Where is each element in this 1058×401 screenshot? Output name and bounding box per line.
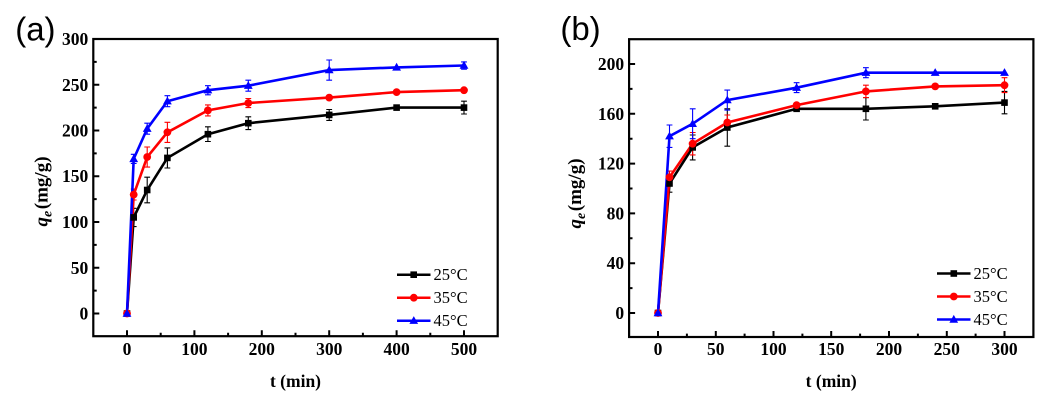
svg-text:250: 250 (62, 75, 89, 95)
svg-text:25°C: 25°C (434, 265, 468, 284)
svg-text:45°C: 45°C (974, 310, 1008, 329)
svg-text:0: 0 (615, 303, 624, 323)
svg-text:qe (mg/g): qe (mg/g) (31, 156, 55, 226)
svg-text:25°C: 25°C (974, 264, 1008, 283)
svg-text:150: 150 (818, 339, 845, 359)
svg-text:100: 100 (760, 339, 787, 359)
svg-text:40: 40 (607, 253, 625, 273)
svg-text:200: 200 (598, 54, 625, 74)
svg-text:t (min): t (min) (806, 371, 857, 391)
svg-text:50: 50 (71, 258, 89, 278)
svg-text:120: 120 (598, 154, 625, 174)
svg-text:0: 0 (123, 339, 132, 359)
svg-text:35°C: 35°C (974, 287, 1008, 306)
svg-text:45°C: 45°C (434, 311, 468, 330)
svg-text:t (min): t (min) (270, 371, 321, 391)
svg-text:50: 50 (707, 339, 725, 359)
svg-text:35°C: 35°C (434, 288, 468, 307)
svg-text:0: 0 (654, 339, 663, 359)
svg-text:300: 300 (62, 29, 89, 49)
svg-text:400: 400 (383, 339, 410, 359)
svg-text:(a): (a) (15, 11, 55, 48)
svg-text:250: 250 (934, 339, 961, 359)
svg-text:150: 150 (62, 166, 89, 186)
svg-text:(b): (b) (560, 10, 600, 47)
svg-text:200: 200 (876, 339, 903, 359)
svg-text:300: 300 (991, 339, 1018, 359)
svg-text:300: 300 (316, 339, 343, 359)
svg-text:100: 100 (181, 339, 208, 359)
svg-text:160: 160 (598, 104, 625, 124)
svg-text:200: 200 (249, 339, 276, 359)
svg-text:0: 0 (80, 304, 89, 324)
svg-text:100: 100 (62, 212, 89, 232)
svg-text:80: 80 (607, 203, 625, 223)
svg-text:qe (mg/g): qe (mg/g) (565, 158, 589, 228)
svg-text:500: 500 (451, 339, 478, 359)
svg-text:200: 200 (62, 121, 89, 141)
